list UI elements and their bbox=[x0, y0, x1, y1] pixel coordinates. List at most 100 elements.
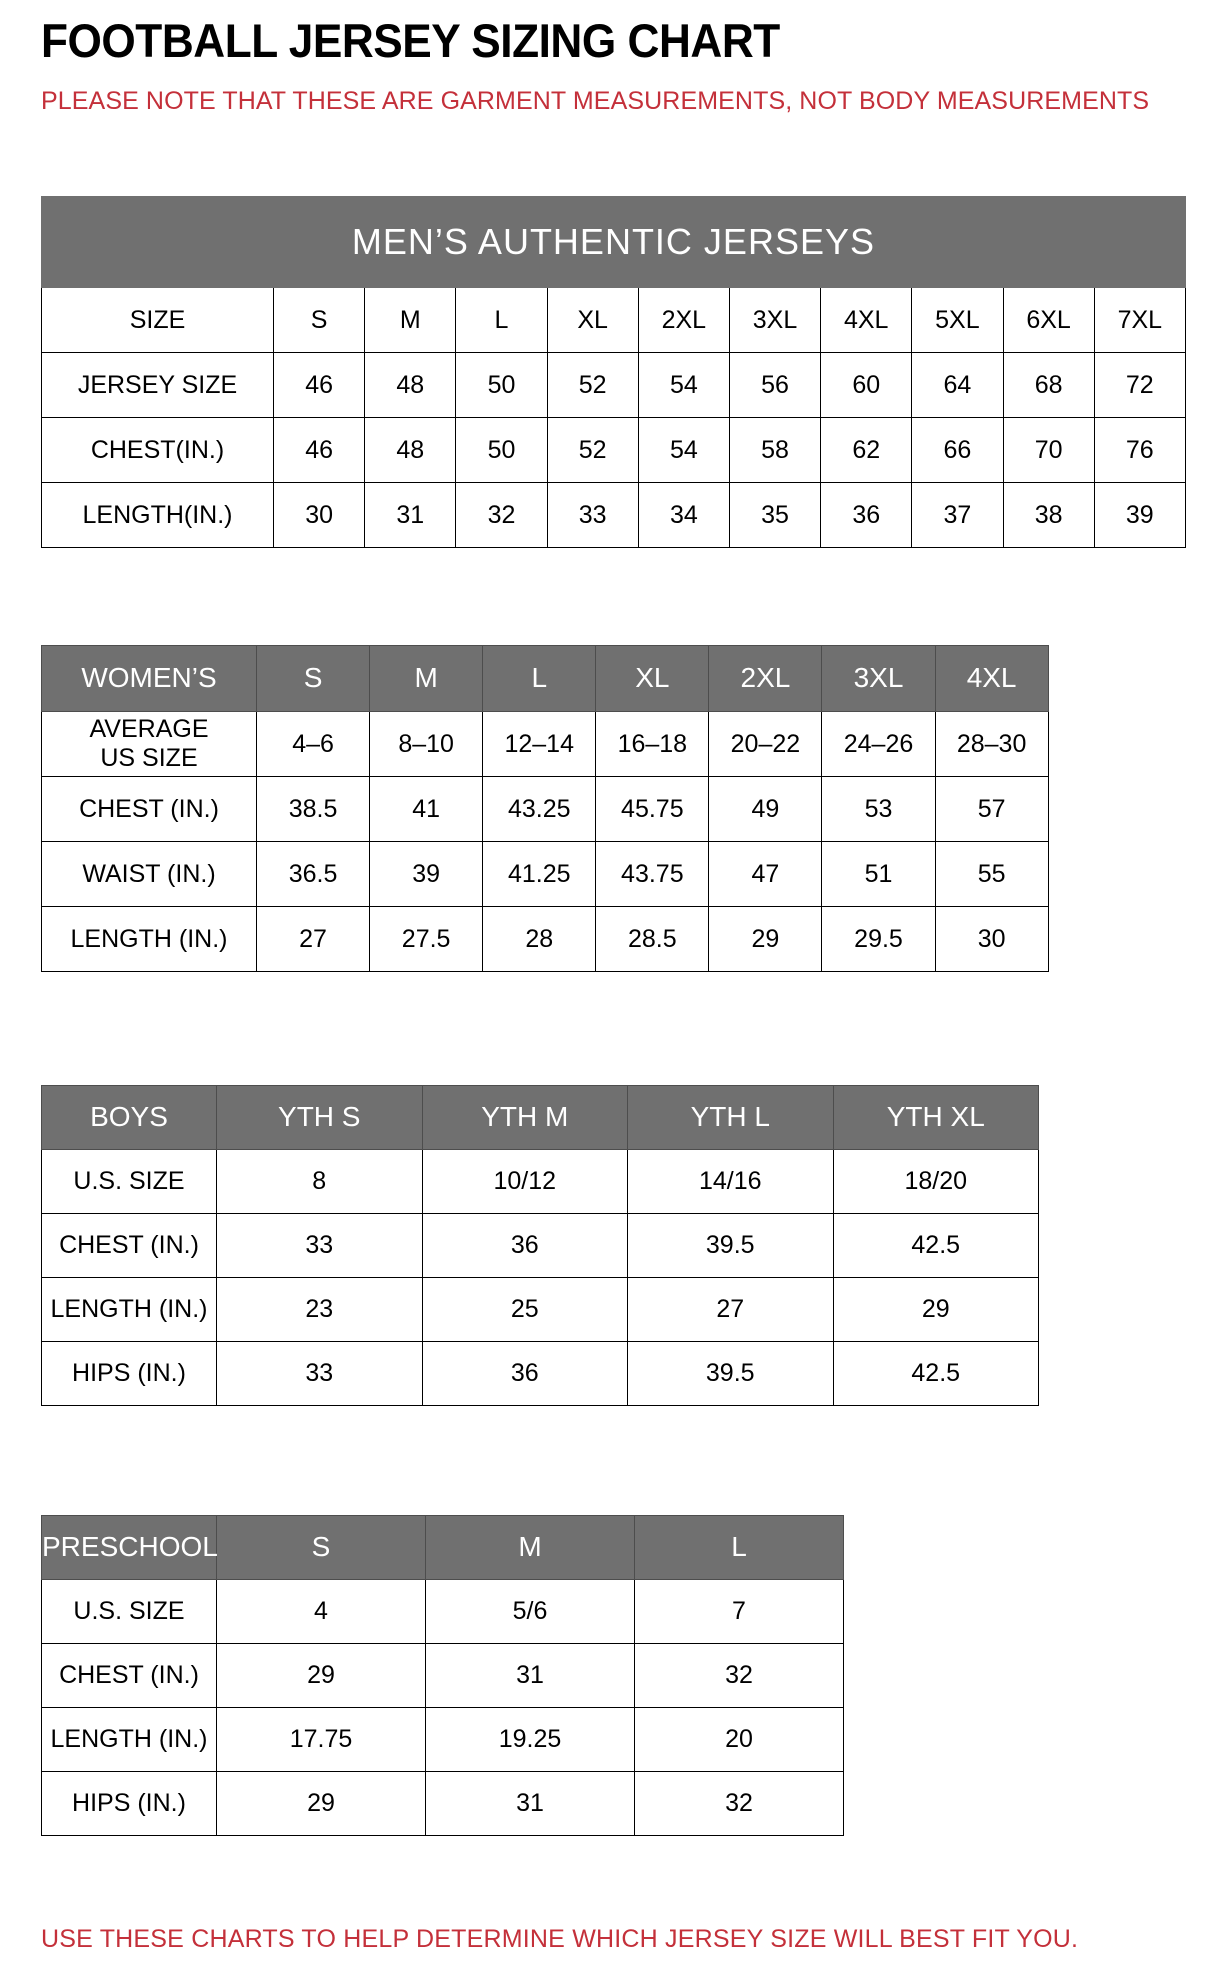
mens-cell: 64 bbox=[911, 352, 1004, 418]
womens-cell: 27.5 bbox=[369, 906, 484, 972]
mens-cell: 31 bbox=[364, 482, 457, 548]
mens-column-header: M bbox=[364, 287, 457, 353]
mens-cell: 76 bbox=[1093, 417, 1186, 483]
womens-cell: 39 bbox=[369, 841, 484, 907]
womens-row-label: WAIST (IN.) bbox=[41, 841, 257, 907]
boys-header-row: BOYS YTH S YTH M YTH L YTH XL bbox=[41, 1085, 1039, 1150]
preschool-cell: 5/6 bbox=[425, 1579, 635, 1644]
boys-column-header: YTH M bbox=[421, 1085, 628, 1150]
mens-column-header: XL bbox=[546, 287, 639, 353]
womens-cell: 12–14 bbox=[482, 711, 597, 777]
womens-cell: 24–26 bbox=[821, 711, 936, 777]
boys-row-label: CHEST (IN.) bbox=[41, 1213, 217, 1278]
preschool-column-header: S bbox=[216, 1515, 426, 1580]
womens-column-header: S bbox=[255, 645, 371, 712]
boys-cell: 8 bbox=[216, 1149, 423, 1214]
mens-cell: 54 bbox=[637, 417, 730, 483]
womens-cell: 49 bbox=[708, 776, 823, 842]
mens-cell: 70 bbox=[1002, 417, 1095, 483]
table-row: LENGTH (IN.) 27 27.5 28 28.5 29 29.5 30 bbox=[41, 906, 1049, 972]
mens-row-label: CHEST(IN.) bbox=[41, 417, 274, 483]
mens-cell: 46 bbox=[272, 417, 366, 483]
table-row: WAIST (IN.) 36.5 39 41.25 43.75 47 51 55 bbox=[41, 841, 1049, 907]
womens-column-header: L bbox=[482, 645, 597, 712]
boys-cell: 33 bbox=[216, 1341, 423, 1406]
mens-cell: 52 bbox=[546, 417, 639, 483]
boys-table-body: BOYS YTH S YTH M YTH L YTH XL U.S. SIZE 8 10/12… bbox=[41, 1085, 1039, 1406]
mens-corner-label: SIZE bbox=[41, 287, 274, 353]
table-row: CHEST (IN.) 33 36 39.5 42.5 bbox=[41, 1213, 1039, 1278]
table-row: LENGTH (IN.) 17.75 19.25 20 bbox=[41, 1707, 844, 1772]
womens-cell: 28–30 bbox=[934, 711, 1049, 777]
boys-cell: 36 bbox=[421, 1341, 628, 1406]
womens-cell: 57 bbox=[934, 776, 1049, 842]
preschool-cell: 31 bbox=[425, 1643, 635, 1708]
boys-cell: 42.5 bbox=[832, 1341, 1039, 1406]
womens-cell: 53 bbox=[821, 776, 936, 842]
womens-cell: 43.75 bbox=[595, 841, 710, 907]
womens-cell: 30 bbox=[934, 906, 1049, 972]
womens-cell: 38.5 bbox=[255, 776, 371, 842]
boys-cell: 29 bbox=[832, 1277, 1039, 1342]
womens-cell: 47 bbox=[708, 841, 823, 907]
preschool-sizing-table: PRESCHOOL S M L U.S. SIZE 4 5/6 7 CHEST (IN.) 29 3… bbox=[41, 1515, 844, 1836]
mens-column-header: 2XL bbox=[637, 287, 730, 353]
womens-cell: 28 bbox=[482, 906, 597, 972]
mens-cell: 50 bbox=[455, 352, 548, 418]
mens-header-row: SIZE S M L XL 2XL 3XL 4XL 5XL 6XL 7XL bbox=[41, 287, 1186, 353]
preschool-corner-label: PRESCHOOL bbox=[41, 1515, 218, 1580]
boys-sizing-table: BOYS YTH S YTH M YTH L YTH XL U.S. SIZE 8 10/12… bbox=[41, 1085, 1039, 1406]
preschool-row-label: U.S. SIZE bbox=[41, 1579, 217, 1644]
mens-cell: 36 bbox=[820, 482, 913, 548]
preschool-cell: 32 bbox=[634, 1643, 844, 1708]
womens-cell: 4–6 bbox=[255, 711, 371, 777]
table-row: U.S. SIZE 4 5/6 7 bbox=[41, 1579, 844, 1644]
womens-cell: 51 bbox=[821, 841, 936, 907]
preschool-column-header: L bbox=[634, 1515, 844, 1580]
boys-cell: 33 bbox=[216, 1213, 423, 1278]
womens-cell: 36.5 bbox=[255, 841, 371, 907]
mens-column-header: 6XL bbox=[1002, 287, 1095, 353]
womens-cell: 41 bbox=[369, 776, 484, 842]
mens-cell: 56 bbox=[728, 352, 822, 418]
boys-cell: 39.5 bbox=[627, 1341, 834, 1406]
womens-column-header: XL bbox=[595, 645, 710, 712]
boys-cell: 42.5 bbox=[832, 1213, 1039, 1278]
boys-column-header: YTH L bbox=[627, 1085, 834, 1150]
preschool-table-body: PRESCHOOL S M L U.S. SIZE 4 5/6 7 CHEST (IN.) 29 3… bbox=[41, 1515, 844, 1836]
womens-column-header: 2XL bbox=[708, 645, 823, 712]
table-row: LENGTH (IN.) 23 25 27 29 bbox=[41, 1277, 1039, 1342]
preschool-header-row: PRESCHOOL S M L bbox=[41, 1515, 844, 1580]
mens-cell: 39 bbox=[1093, 482, 1186, 548]
boys-cell: 27 bbox=[627, 1277, 834, 1342]
mens-column-header: 3XL bbox=[728, 287, 822, 353]
womens-cell: 28.5 bbox=[595, 906, 710, 972]
mens-cell: 72 bbox=[1093, 352, 1186, 418]
table-row: CHEST (IN.) 38.5 41 43.25 45.75 49 53 57 bbox=[41, 776, 1049, 842]
mens-column-header: 4XL bbox=[820, 287, 913, 353]
preschool-cell: 29 bbox=[216, 1643, 426, 1708]
table-row: CHEST (IN.) 29 31 32 bbox=[41, 1643, 844, 1708]
womens-row-label: AVERAGE US SIZE bbox=[41, 711, 257, 777]
womens-cell: 16–18 bbox=[595, 711, 710, 777]
boys-cell: 25 bbox=[421, 1277, 628, 1342]
womens-sizing-table: WOMEN’S S M L XL 2XL 3XL 4XL AVERAGE US SIZE 4–6 8–… bbox=[41, 645, 1049, 972]
boys-cell: 39.5 bbox=[627, 1213, 834, 1278]
mens-banner-title: MEN’S AUTHENTIC JERSEYS bbox=[41, 196, 1186, 288]
mens-column-header: S bbox=[272, 287, 366, 353]
mens-sizing-table: MEN’S AUTHENTIC JERSEYS SIZE S M L XL 2XL 3XL 4X… bbox=[41, 196, 1186, 548]
mens-cell: 58 bbox=[728, 417, 822, 483]
mens-cell: 34 bbox=[637, 482, 730, 548]
preschool-cell: 19.25 bbox=[425, 1707, 635, 1772]
mens-column-header: L bbox=[455, 287, 548, 353]
mens-cell: 48 bbox=[364, 417, 457, 483]
womens-cell: 45.75 bbox=[595, 776, 710, 842]
boys-row-label: LENGTH (IN.) bbox=[41, 1277, 217, 1342]
table-row: U.S. SIZE 8 10/12 14/16 18/20 bbox=[41, 1149, 1039, 1214]
mens-cell: 62 bbox=[820, 417, 913, 483]
preschool-column-header: M bbox=[425, 1515, 635, 1580]
womens-table-body: WOMEN’S S M L XL 2XL 3XL 4XL AVERAGE US SIZE 4–6 8–… bbox=[41, 645, 1049, 972]
page-subtitle-note: PLEASE NOTE THAT THESE ARE GARMENT MEASU… bbox=[41, 87, 1150, 115]
womens-row-label: CHEST (IN.) bbox=[41, 776, 257, 842]
womens-cell: 20–22 bbox=[708, 711, 823, 777]
